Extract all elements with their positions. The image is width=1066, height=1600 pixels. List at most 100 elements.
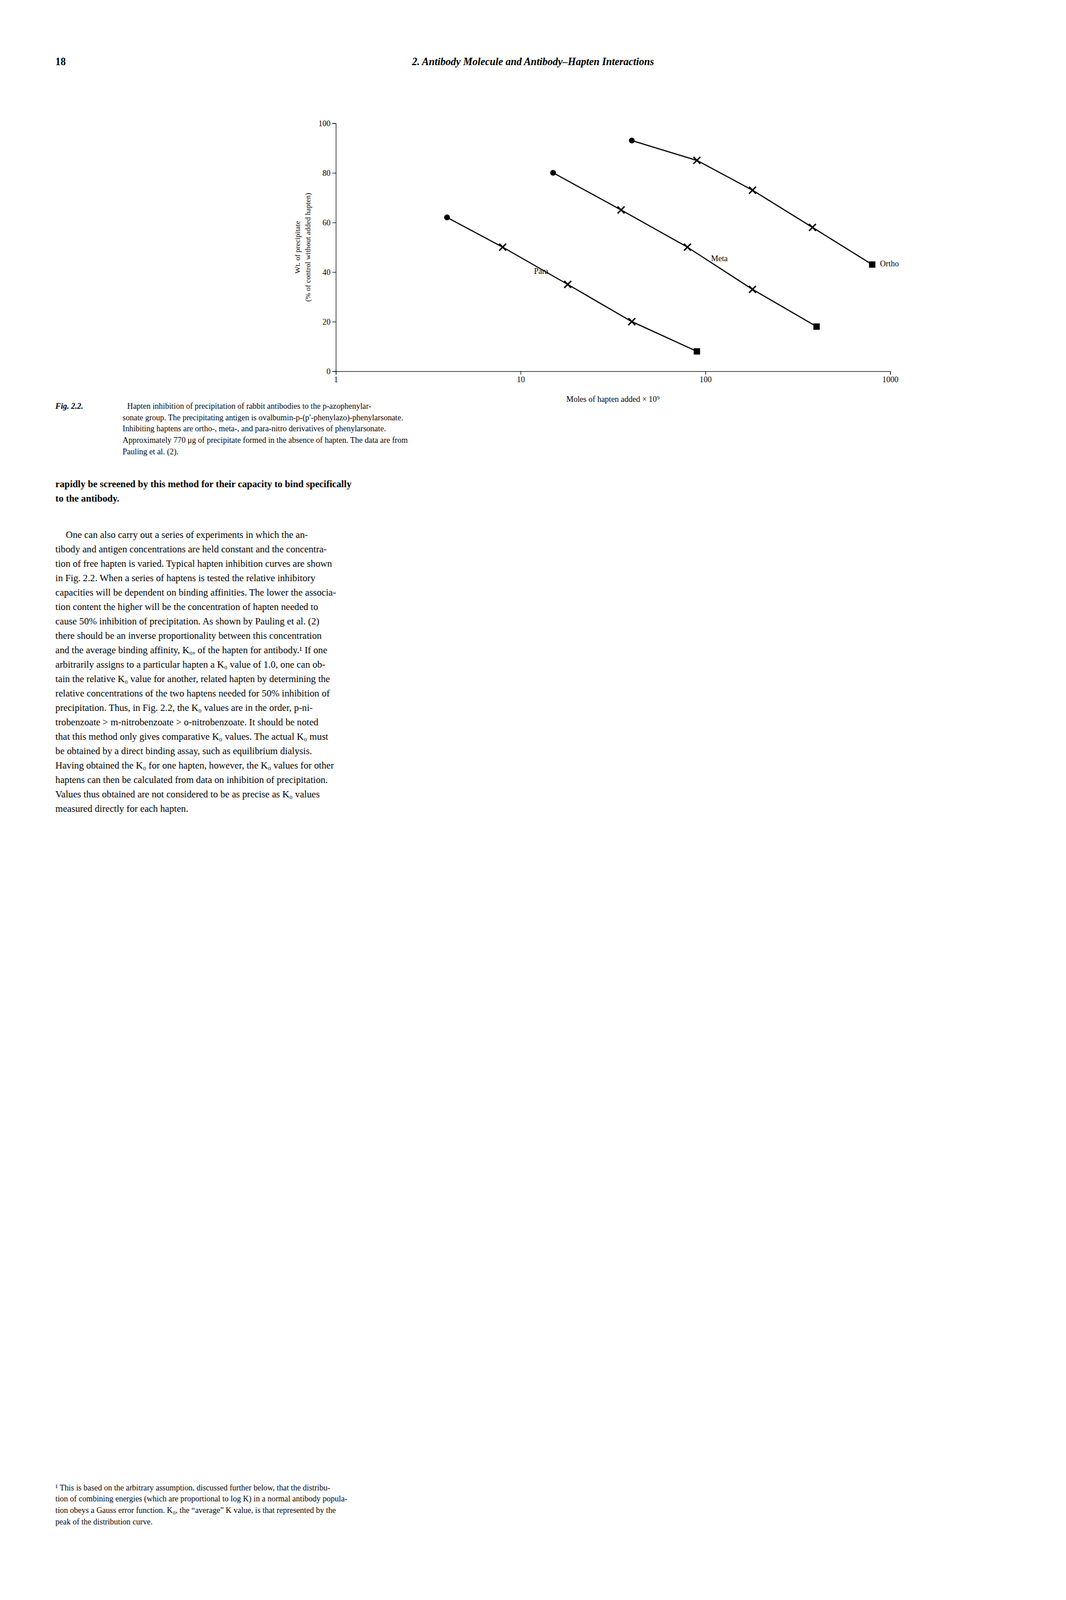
- curve-label: Meta: [711, 254, 729, 264]
- marker-x: [564, 280, 572, 288]
- body-line: measured directly for each hapten.: [55, 803, 189, 815]
- body-line: be obtained by a direct binding assay, s…: [55, 745, 313, 757]
- x-axis-tick: 100: [699, 371, 712, 385]
- y-axis-tick-label: 80: [322, 169, 331, 178]
- series-line: [553, 173, 817, 328]
- caption-line: Pauling et al. (2).: [122, 447, 179, 457]
- body-line: tion content the higher will be the conc…: [55, 601, 319, 613]
- body-line: relative concentrations of the two hapte…: [55, 688, 330, 700]
- body-line: Values thus obtained are not considered …: [55, 789, 320, 801]
- x-axis-tick-mark: [705, 371, 707, 375]
- y-axis-tick-label: 40: [322, 268, 331, 277]
- point: [628, 318, 636, 326]
- y-axis-tick-label: 0: [326, 367, 331, 377]
- start-point: [550, 170, 557, 176]
- marker-x: [628, 318, 636, 326]
- marker-circle: [550, 170, 557, 176]
- marker-x: [684, 244, 692, 251]
- marker-x: [749, 286, 757, 294]
- body-bold-line: rapidly be screened by this method for t…: [55, 478, 352, 490]
- body-bold-line: to the antibody.: [55, 493, 120, 505]
- point: [684, 244, 692, 251]
- body-line: cause 50% inhibition of precipitation. A…: [55, 616, 319, 628]
- body-line: One can also carry out a series of exper…: [65, 529, 309, 541]
- footnote-line: tion obeys a Gauss error function. K₀, t…: [55, 1506, 336, 1516]
- point: [749, 286, 757, 294]
- x-axis-tick-label: 100: [699, 375, 712, 385]
- series-line: [447, 217, 697, 352]
- x-axis-tick-mark: [890, 371, 891, 375]
- y-axis-line: [332, 123, 337, 372]
- caption-line: Inhibiting haptens are ortho-, meta-, an…: [122, 424, 386, 434]
- x-axis-tick-mark: [520, 371, 521, 375]
- body-line: tion of free hapten is varied. Typical h…: [55, 558, 333, 570]
- marker-x: [693, 156, 701, 164]
- x-axis-tick-label: 10: [516, 375, 525, 385]
- curve-label: Para: [534, 267, 550, 276]
- running-header: 2. Antibody Molecule and Antibody–Hapten…: [411, 55, 655, 68]
- x-axis-line: [336, 371, 891, 375]
- plot-area: [444, 137, 876, 355]
- y-axis-tick-mark: [332, 173, 336, 174]
- y-axis-tick-label: 100: [318, 119, 331, 129]
- marker-circle: [628, 137, 635, 144]
- body-line: tibody and antigen concentrations are he…: [55, 543, 327, 555]
- y-axis-tick-label: 60: [322, 218, 331, 228]
- footnote-line: peak of the distribution curve.: [55, 1518, 153, 1527]
- body-line: arbitrarily assigns to a particular hapt…: [55, 659, 326, 671]
- y-axis-tick: 80: [322, 169, 336, 178]
- body-line: capacities will be dependent on binding …: [55, 587, 336, 599]
- page: 18 2. Antibody Molecule and Antibody–Hapt…: [0, 0, 1066, 1600]
- y-axis-title: Wt. of precipitate: [293, 220, 302, 274]
- marker-circle: [444, 214, 450, 221]
- curve-label: Ortho: [879, 259, 899, 269]
- point: [564, 280, 572, 288]
- body-line: trobenzoate > m-nitrobenzoate > o-nitrob…: [55, 717, 319, 728]
- body-line: haptens can then be calculated from data…: [55, 774, 328, 786]
- body-line: there should be an inverse proportionali…: [55, 630, 322, 642]
- x-axis-tick-label: 1000: [882, 375, 899, 385]
- point: [693, 156, 701, 164]
- y-axis-tick: 20: [322, 317, 336, 327]
- y-axis-tick-mark: [332, 371, 336, 373]
- marker-x: [808, 223, 816, 231]
- body-line: tain the relative K₀ value for another, …: [55, 673, 330, 685]
- end-point: [693, 348, 701, 355]
- x-axis-tick-label: 1: [333, 375, 339, 385]
- x-axis-tick: 10: [516, 371, 525, 385]
- x-axis-tick: 1: [333, 371, 339, 385]
- x-axis-title: Moles of hapten added × 10⁹: [566, 395, 660, 404]
- footnote-line: tion of combining energies (which are pr…: [55, 1495, 348, 1505]
- footnote-line: ¹ This is based on the arbitrary assumpt…: [55, 1484, 331, 1493]
- y-axis-tick: 40: [322, 268, 336, 277]
- page-background: [0, 0, 1066, 1600]
- marker-x: [749, 186, 757, 194]
- x-axis-tick: 1000: [882, 371, 899, 385]
- x-axis: 1 10 100 1000: [333, 371, 899, 385]
- point: [617, 206, 625, 214]
- caption-line: Hapten inhibition of precipitation of ra…: [127, 402, 372, 411]
- body-line: in Fig. 2.2. When a series of haptens is…: [55, 572, 316, 584]
- y-axis-title: (% of control without added hapten): [303, 192, 313, 302]
- y-axis-tick: 100: [318, 119, 336, 129]
- marker-square: [869, 261, 876, 268]
- marker-square: [693, 348, 701, 355]
- body-line: precipitation. Thus, in Fig. 2.2, the K₀…: [55, 702, 313, 714]
- chart: 1 10 100 1000 0 20 40 60 80 100 Moles of hapten ad…: [293, 119, 899, 405]
- series-line: [631, 140, 873, 265]
- y-axis-tick: 60: [322, 218, 336, 228]
- end-point: [813, 323, 820, 330]
- marker-x: [617, 206, 625, 214]
- marker-square: [813, 323, 820, 330]
- y-axis-tick-label: 20: [322, 317, 331, 327]
- caption-line: Approximately 770 μg of precipitate form…: [122, 436, 408, 445]
- start-point: [444, 214, 450, 221]
- caption-line: sonate group. The precipitating antigen …: [122, 413, 404, 423]
- point: [808, 223, 816, 231]
- page-number: 18: [55, 55, 66, 68]
- body-line: Having obtained the K₀ for one hapten, h…: [55, 760, 334, 772]
- start-point: [628, 137, 635, 144]
- y-axis-tick-mark: [332, 272, 336, 273]
- y-axis: 0 20 40 60 80 100: [318, 119, 337, 377]
- y-axis-tick-mark: [332, 222, 336, 224]
